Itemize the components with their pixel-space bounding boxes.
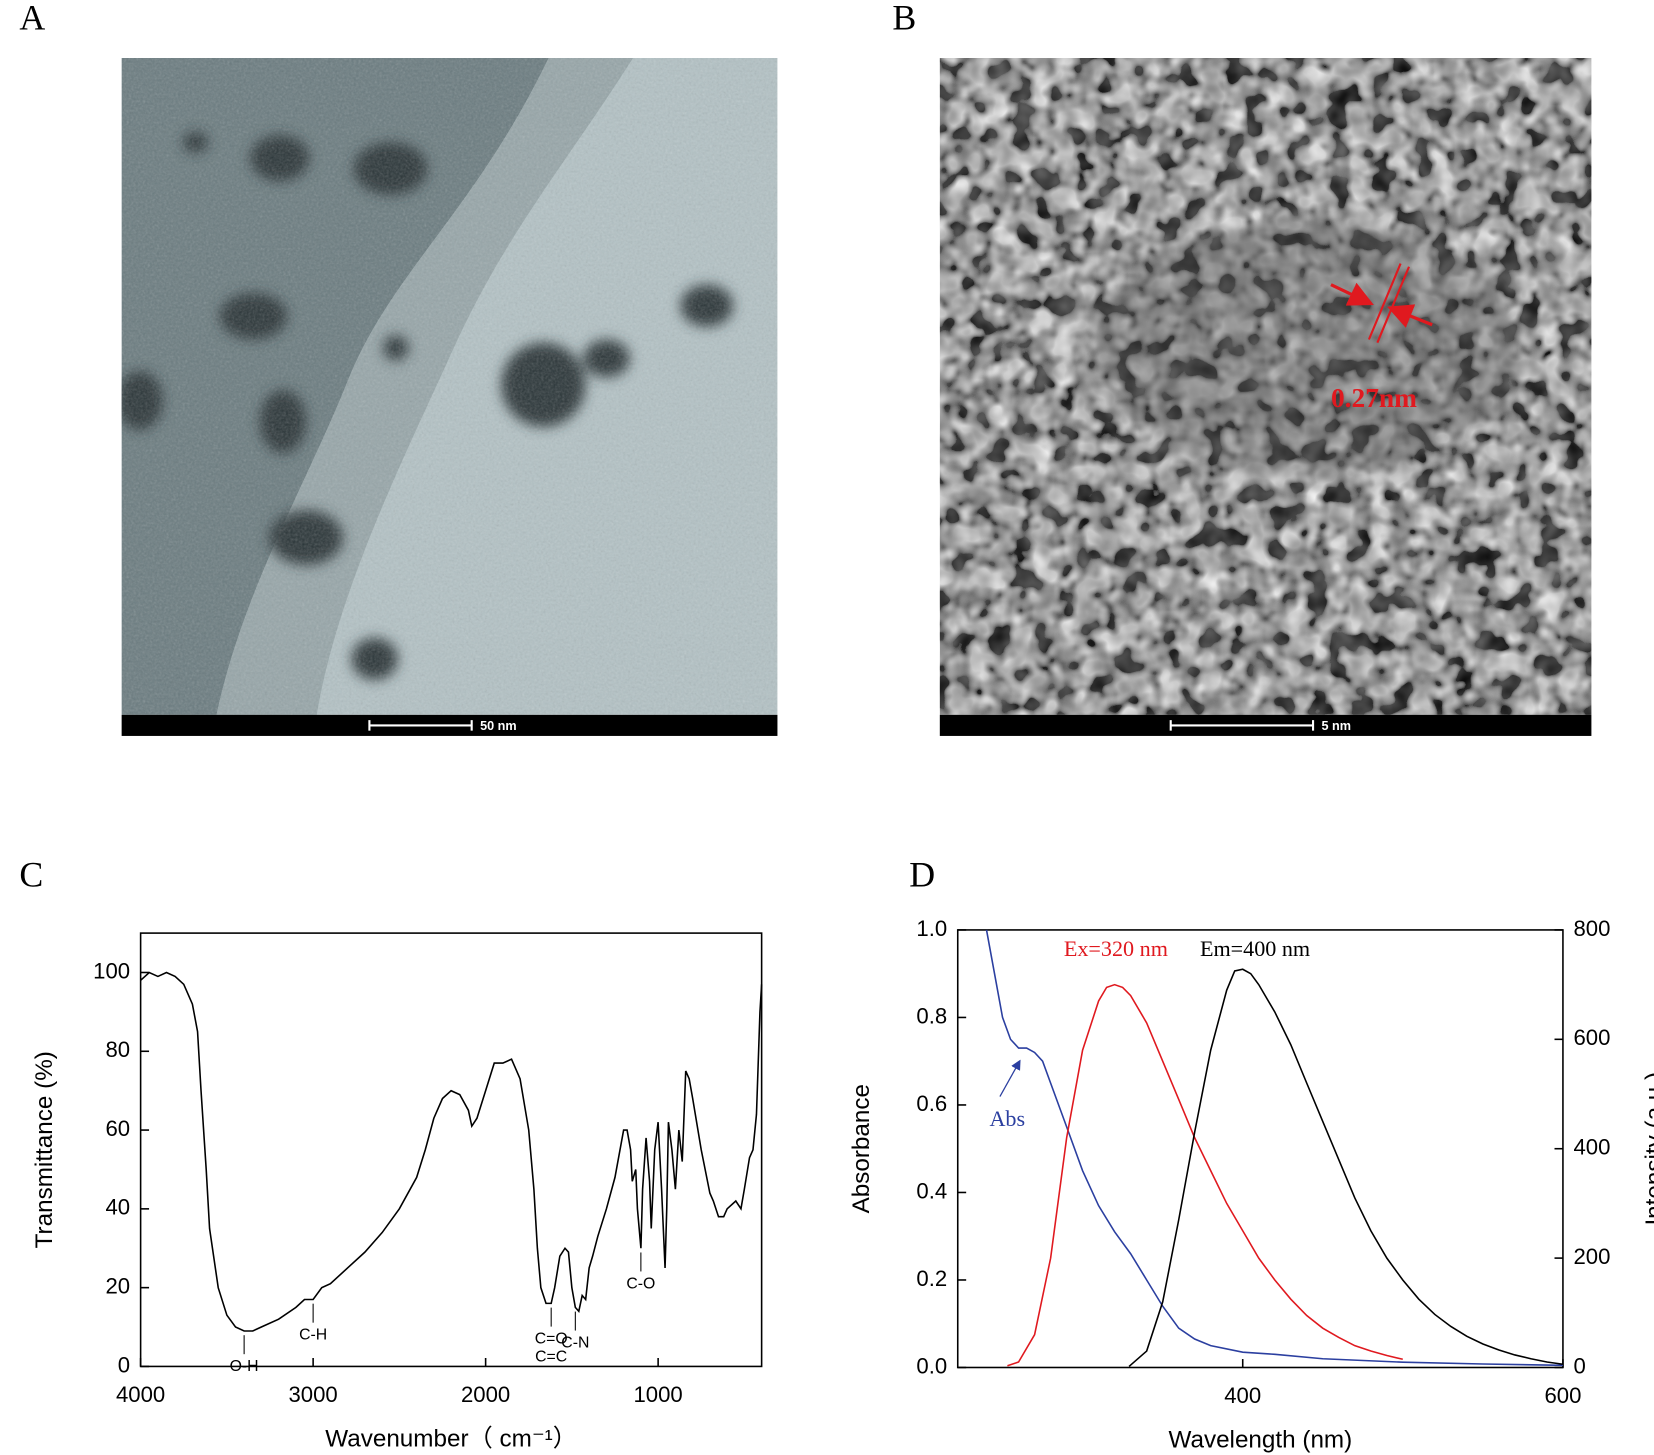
y-tick-label: 0.4 xyxy=(916,1178,947,1203)
series-arrow xyxy=(999,1059,1021,1097)
x-tick-label: 1000 xyxy=(634,1382,683,1407)
series-label: Em=400 nm xyxy=(1200,936,1310,961)
x-axis-label: Wavenumber（ cm⁻¹） xyxy=(325,1426,577,1453)
series-line xyxy=(1007,983,1403,1367)
x-tick-label: 4000 xyxy=(116,1382,165,1407)
tem-image xyxy=(121,57,778,715)
x-tick-label: 600 xyxy=(1544,1383,1581,1408)
series-line xyxy=(1128,968,1564,1368)
y-tick-label: 0 xyxy=(118,1352,130,1377)
scale-label: 5 nm xyxy=(1321,719,1351,733)
x-tick-label: 3000 xyxy=(289,1382,338,1407)
arrow xyxy=(1387,304,1433,328)
series-label: Ex=320 nm xyxy=(1064,936,1168,961)
plot-frame xyxy=(956,929,1564,1369)
series-label: Abs xyxy=(989,1106,1025,1131)
fringe-line xyxy=(1367,263,1402,340)
annotation-label: C-O xyxy=(626,1275,655,1292)
y-tick-label: 80 xyxy=(105,1037,130,1062)
y-tick-label: 0.0 xyxy=(916,1353,947,1378)
hrtem-image xyxy=(939,57,1592,715)
image-grain xyxy=(121,57,778,715)
y2-tick-label: 800 xyxy=(1573,916,1610,941)
y-tick-label: 1.0 xyxy=(916,916,947,941)
x-tick-label: 400 xyxy=(1224,1383,1261,1408)
y2-tick-label: 400 xyxy=(1573,1135,1610,1160)
spacing-label: 0.27nm xyxy=(1331,383,1417,413)
y-tick-label: 40 xyxy=(105,1195,130,1220)
series-line xyxy=(985,929,1563,1367)
y-tick-label: 100 xyxy=(93,958,130,983)
panel-label: A xyxy=(19,0,45,37)
annotation-label: C=O xyxy=(535,1330,568,1347)
x-tick-label: 2000 xyxy=(461,1382,510,1407)
y-tick-label: 0.6 xyxy=(916,1091,947,1116)
y2-tick-label: 0 xyxy=(1573,1353,1585,1378)
y2-tick-label: 200 xyxy=(1573,1244,1610,1269)
y-tick-label: 0.8 xyxy=(916,1003,947,1028)
y-tick-label: 60 xyxy=(105,1116,130,1141)
y2-axis-label: Intensity (a.u.) xyxy=(1641,1072,1654,1226)
series-line xyxy=(140,971,763,1332)
annotation-label: C-H xyxy=(299,1326,327,1343)
x-axis-label: Wavelength (nm) xyxy=(1168,1427,1352,1454)
panel-label: B xyxy=(892,0,916,37)
y2-tick-label: 600 xyxy=(1573,1025,1610,1050)
arrow xyxy=(1330,282,1374,306)
y-tick-label: 20 xyxy=(105,1273,130,1298)
y-axis-label: Transmittance (%) xyxy=(31,1051,58,1248)
scale-label: 50 nm xyxy=(480,719,517,733)
y-axis-label: Absorbance xyxy=(848,1084,875,1213)
y-tick-label: 0.2 xyxy=(916,1266,947,1291)
annotation-label: C-N xyxy=(561,1334,589,1351)
panel-label: D xyxy=(909,854,935,894)
annotation-label: O-H xyxy=(230,1358,259,1375)
lattice-region xyxy=(1096,221,1519,475)
panel-label: C xyxy=(19,854,43,894)
annotation-label: C=C xyxy=(535,1348,567,1365)
plot-frame xyxy=(139,932,763,1368)
